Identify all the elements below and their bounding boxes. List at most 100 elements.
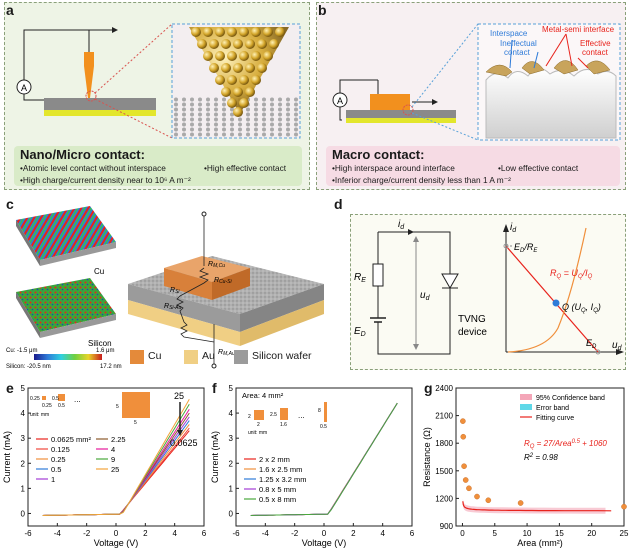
chart-f-legend-label-0: 2 x 2 mm (259, 455, 290, 464)
panel-d-graph-y: id (510, 222, 517, 234)
chart-f-xtick-label-0: -6 (232, 529, 240, 538)
panel-a-bullet-3: •High charge/current density near to 10⁶… (20, 175, 191, 185)
legend-swatch-cu (130, 350, 144, 364)
chart-g-point-0 (460, 418, 466, 424)
chart-f-inset-rect-2 (280, 408, 288, 420)
panel-b-bullet-3: •Inferior charge/current density less th… (332, 175, 511, 185)
chart-g-xtick-label-3: 15 (555, 529, 564, 538)
panel-d-graph-ed-re: ED/RE (514, 242, 538, 254)
panel-c-scale-si-max: 17.2 nm (100, 364, 122, 370)
chart-e-legend-label-2: 0.25 (51, 455, 66, 464)
panel-label-c: c (6, 196, 14, 212)
chart-g-r2-r: R (524, 453, 530, 462)
chart-e-inset-square-2 (58, 394, 65, 401)
panel-b-heading: Macro contact: (332, 147, 425, 162)
panel-d-device-label-1: TVNG (458, 314, 486, 325)
panel-d-graph-ed: ED (586, 338, 597, 350)
chart-e-legend-label-6: 4 (111, 445, 115, 454)
panel-b-label-ineffectual: Ineffectual (500, 39, 537, 48)
chart-g-point-5 (474, 493, 480, 500)
panel-b-label-ineffectual-2: contact (504, 48, 531, 57)
panel-b-label-metal-semi: Metal-semi interface (542, 25, 615, 34)
chart-f-inset-1a: 2 (248, 414, 251, 420)
panel-c-si-map-label: Silicon (88, 339, 112, 348)
chart-f-xlabel: Voltage (V) (302, 538, 347, 548)
chart-f-ytick-label-3: 3 (229, 434, 234, 443)
chart-f-ytick-label-2: 2 (229, 459, 234, 468)
chart-e-annotation-arrowhead (177, 430, 183, 436)
chart-f-xtick-label-5: 4 (380, 529, 385, 538)
chart-e-inset-square-3 (122, 392, 150, 418)
chart-e-inset-d: 0.5 (58, 403, 65, 409)
chart-g-equation: RQ = 27/Area0.5 + 1060 (524, 439, 607, 450)
chart-f-ytick-label-1: 1 (229, 484, 234, 493)
panel-c-legend: Cu Au Silicon wafer (130, 348, 330, 366)
chart-f: -6 -4 -2 0 2 4 6 0 1 2 3 4 5 Voltage (V) Current (mA) 2… (210, 384, 415, 548)
chart-e-xtick-label-3: 0 (114, 529, 119, 538)
panel-c-diagram: Cu Silicon Cu: -1.5 μm 1.6 μm Silicon: -… (6, 206, 324, 370)
panel-label-b: b (318, 2, 327, 18)
chart-e-inset-a: 0.25 (30, 396, 40, 402)
chart-g-ylabel: Resistance (Ω) (422, 427, 432, 487)
legend-label-silicon: Silicon wafer (252, 350, 312, 362)
chart-f-xtick-label-4: 2 (351, 529, 356, 538)
chart-e-xtick-label-4: 2 (143, 529, 148, 538)
chart-g-xtick-label-1: 5 (493, 529, 498, 538)
chart-g-point-4 (466, 485, 472, 492)
panel-b-label-interspace: Interspace (490, 29, 528, 38)
chart-g-eq-sup: 0.5 (572, 439, 581, 445)
chart-g-point-7 (517, 500, 524, 506)
chart-e-legend-label-7: 9 (111, 455, 115, 464)
chart-f-legend-label-1: 1.6 x 2.5 mm (259, 465, 302, 474)
chart-g-eq-mid: = 27/Area (534, 439, 572, 448)
chart-f-inset-rect-1 (254, 410, 264, 420)
panel-a-heading: Nano/Micro contact: (20, 147, 145, 162)
chart-g-point-3 (462, 477, 469, 483)
panel-c-scale-cu-max: 1.6 μm (96, 348, 114, 354)
chart-f-xtick-label-6: 6 (410, 529, 415, 538)
chart-f-xtick-label-2: -2 (291, 529, 299, 538)
chart-e: -6 -4 -2 0 2 4 6 0 1 2 3 4 5 Voltage (V) Current (mA) 0… (2, 384, 207, 548)
chart-e-ytick-label-2: 2 (21, 459, 26, 468)
chart-g-point-2 (461, 463, 467, 469)
chart-e-inset-unit: unit: mm (30, 412, 49, 418)
chart-g-legend-swatch-0 (520, 394, 532, 400)
panel-label-g: g (424, 380, 433, 396)
chart-f-inset-rect-3 (324, 402, 327, 422)
panel-b-label-effective-2: contact (582, 48, 609, 57)
legend-swatch-au (184, 350, 198, 364)
chart-e-legend-label-1: 0.125 (51, 445, 70, 454)
panel-d-device-label-2: device (458, 327, 487, 338)
chart-g-ytick-label-4: 2100 (435, 412, 453, 421)
chart-f-inset-2b: 1.6 (280, 422, 287, 428)
panel-label-a: a (6, 2, 14, 18)
chart-e-annotation-top: 25 (174, 391, 184, 401)
panel-a-bullet-1: •Atomic level contact without interspace (20, 163, 166, 173)
panel-c-r-cu-si: RCu-Si (214, 277, 232, 285)
chart-f-legend-label-4: 0.5 x 8 mm (259, 495, 296, 504)
chart-g-xtick-label-5: 25 (620, 529, 629, 538)
chart-g-eq-rsub: Q (530, 444, 535, 450)
panel-b-ammeter-label: A (337, 96, 343, 106)
panel-d-re: RE (354, 272, 366, 284)
chart-g-fitting-curve (462, 501, 612, 512)
panel-d-id: id (398, 219, 405, 231)
chart-e-inset-f: 5 (134, 420, 137, 426)
chart-g-confidence-band (462, 498, 606, 514)
chart-f-inset-3b: 0.5 (320, 424, 327, 430)
chart-e-legend-label-0: 0.0625 mm² (51, 435, 92, 444)
chart-e-annotation-bottom: 0.0625 (170, 438, 198, 448)
chart-e-xlabel: Voltage (V) (94, 538, 139, 548)
panel-c-r-si-au: RSi-Au (164, 303, 182, 311)
chart-g-xtick-label-0: 0 (460, 529, 465, 538)
chart-g-point-6 (485, 497, 492, 504)
panel-c-r-si: RSi (170, 287, 180, 295)
chart-g-ytick-label-2: 1500 (435, 467, 453, 476)
legend-label-cu: Cu (148, 350, 162, 362)
chart-g-ytick-label-1: 1200 (435, 494, 453, 503)
chart-e-xtick-label-5: 4 (172, 529, 177, 538)
panel-label-e: e (6, 380, 14, 396)
panel-d-graph-rq: RQ = UQ/IQ (550, 268, 593, 280)
chart-f-series-line-4 (250, 402, 398, 516)
panel-d-ud: ud (420, 290, 431, 302)
